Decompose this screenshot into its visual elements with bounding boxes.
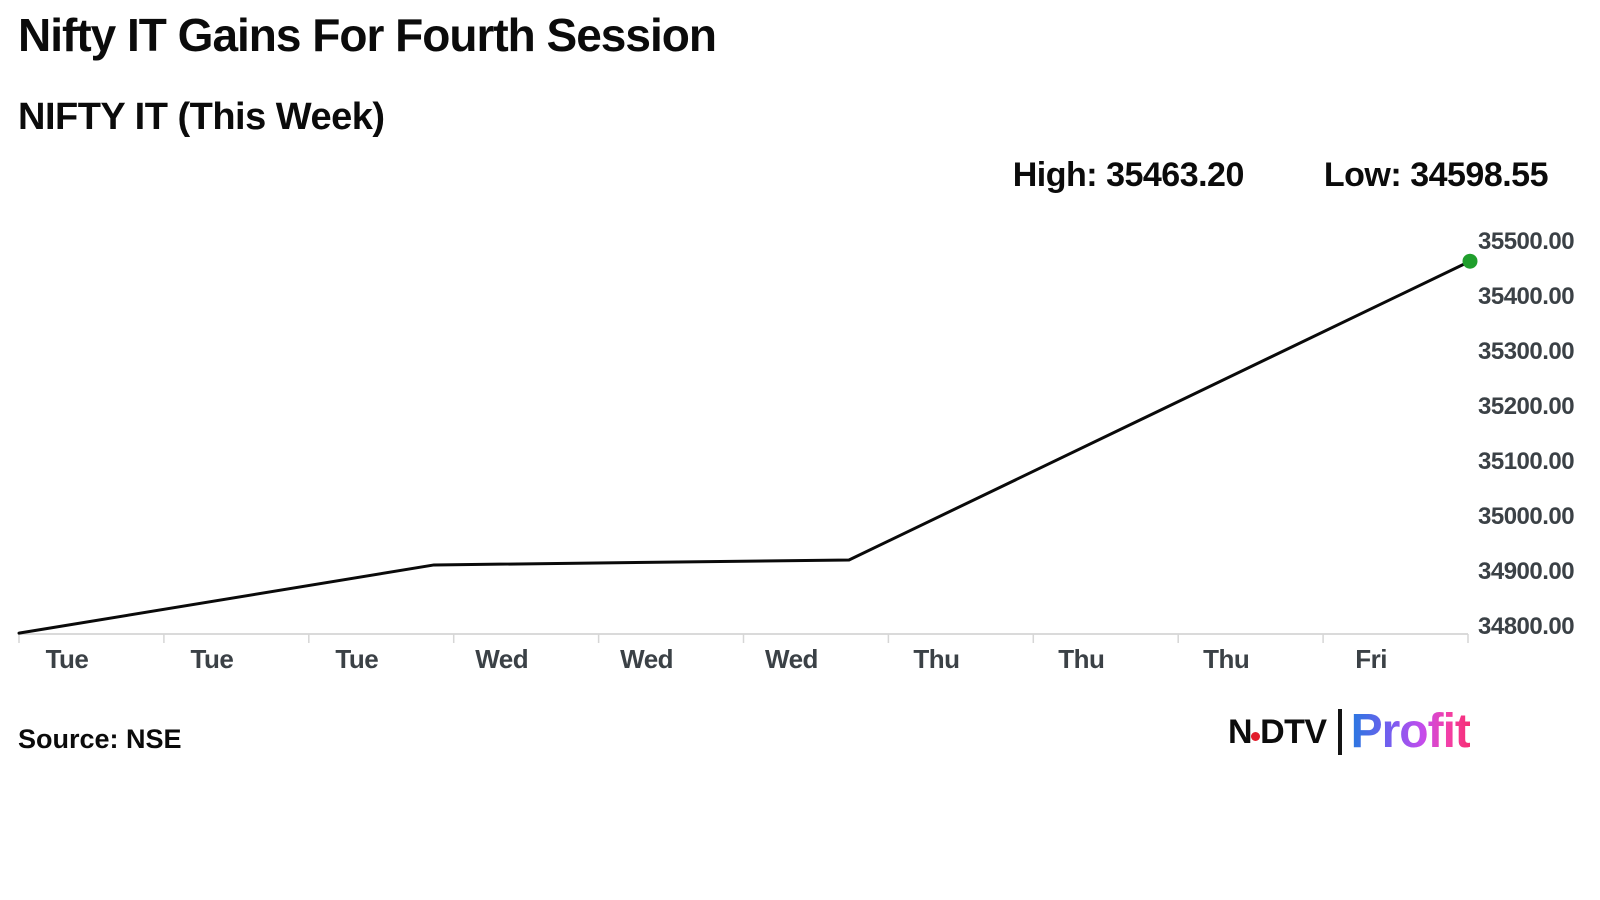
x-axis-label: Wed bbox=[475, 644, 528, 674]
source-text: Source: NSE bbox=[18, 724, 182, 754]
profit-wordmark: Profit bbox=[1350, 705, 1471, 758]
x-axis-label: Wed bbox=[765, 644, 818, 674]
ndtv-dtv: DTV bbox=[1260, 712, 1327, 751]
x-axis-label: Thu bbox=[913, 644, 959, 674]
ndtv-n: N bbox=[1228, 712, 1253, 751]
x-axis-label: Tue bbox=[191, 644, 234, 674]
stats-row: High: 35463.20 Low: 34598.55 bbox=[1012, 156, 1549, 195]
y-axis-label: 35400.00 bbox=[1478, 283, 1574, 310]
x-axis-label: Tue bbox=[335, 644, 378, 674]
high-value: 35463.20 bbox=[1106, 156, 1244, 194]
high-label: High: bbox=[1012, 156, 1098, 194]
low-label: Low: bbox=[1323, 156, 1402, 194]
y-axis-label: 35000.00 bbox=[1478, 503, 1574, 530]
x-axis-label: Tue bbox=[46, 644, 89, 674]
y-axis-label: 35500.00 bbox=[1478, 228, 1574, 255]
y-axis-label: 34800.00 bbox=[1478, 613, 1574, 640]
ndtv-red-dot-icon bbox=[1251, 731, 1261, 741]
y-axis-label: 34900.00 bbox=[1478, 558, 1574, 585]
logo-divider bbox=[1337, 709, 1342, 755]
high-stat: High: 35463.20 bbox=[1012, 156, 1245, 195]
page-title: Nifty IT Gains For Fourth Session bbox=[18, 9, 717, 61]
x-axis-label: Fri bbox=[1355, 644, 1387, 674]
last-price-dot bbox=[1462, 253, 1478, 269]
price-line bbox=[17, 259, 1472, 635]
y-axis-label: 35200.00 bbox=[1478, 393, 1574, 420]
y-axis-label: 35100.00 bbox=[1478, 448, 1574, 475]
y-axis-label: 35300.00 bbox=[1478, 338, 1574, 365]
chart-subtitle: NIFTY IT (This Week) bbox=[18, 96, 385, 138]
low-stat: Low: 34598.55 bbox=[1323, 156, 1549, 195]
ndtv-wordmark: N DTV bbox=[1228, 713, 1327, 752]
low-value: 34598.55 bbox=[1410, 156, 1548, 194]
x-axis-label: Wed bbox=[620, 644, 673, 674]
ndtv-profit-logo: N DTV Profit bbox=[1228, 705, 1471, 758]
x-axis-label: Thu bbox=[1058, 644, 1104, 674]
x-axis-label: Thu bbox=[1203, 644, 1249, 674]
